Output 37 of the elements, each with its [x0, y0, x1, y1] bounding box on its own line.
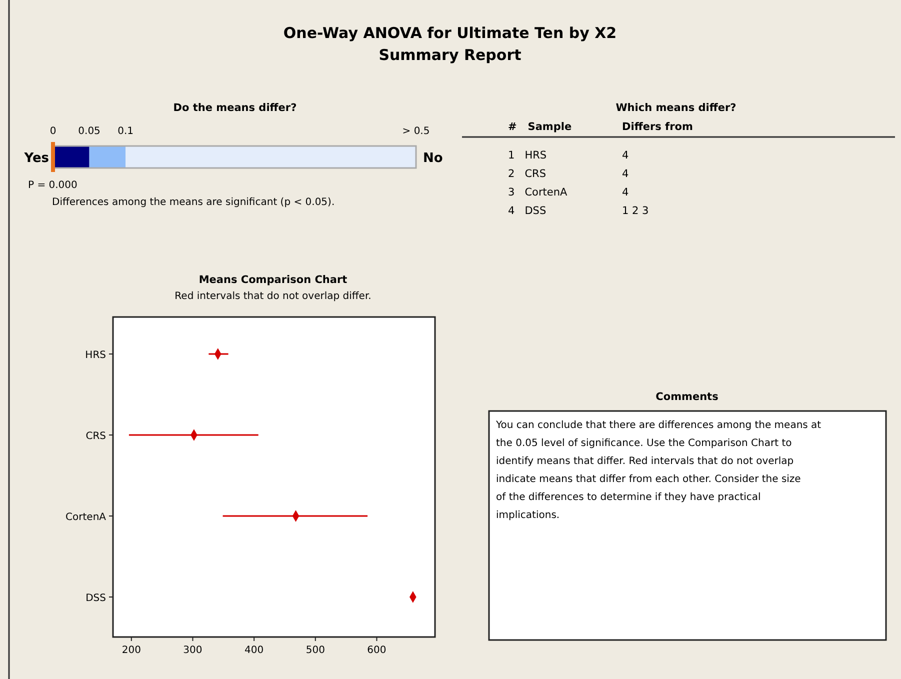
ref-line-label: P = 0.000	[28, 180, 78, 191]
chart-subtitle: Red intervals that do not overlap differ.	[174, 291, 372, 302]
chart-title: Means Comparison Chart	[198, 274, 348, 286]
text: Differences among the means are significant (p < 0.05).	[52, 197, 335, 208]
text: 4	[622, 150, 629, 162]
text: Yes	[23, 151, 50, 166]
y-tick-label: HRS	[85, 350, 106, 361]
y-tick-label: CortenA	[66, 512, 106, 523]
text: # Sample	[508, 121, 572, 133]
y-tick-label: DSS	[86, 593, 106, 604]
text: You can conclude that there are differences among the means at the 0.05 level of significance. Use the Comparison Chart to identify means that differ. Red intervals that do not overlap indicate means that differ from each other. Consider the size of the differences to determine if they have practical implications.	[495, 420, 822, 521]
x-tick-label: > 0.5	[402, 126, 430, 137]
x-tick-label: 500	[306, 645, 325, 656]
text: 3 CortenA	[508, 186, 568, 198]
x-tick-label: 600	[367, 645, 386, 656]
chart-title: Do the means differ?	[173, 102, 297, 114]
text: 4 DSS	[508, 205, 546, 217]
y-tick-label: CRS	[86, 431, 106, 442]
text: 4	[622, 168, 629, 180]
bar	[89, 146, 126, 168]
text: One-Way ANOVA for Ultimate Ten by X2	[283, 24, 617, 42]
text: 1 HRS	[508, 150, 547, 162]
text: 2 CRS	[508, 168, 546, 180]
text: 4	[622, 186, 629, 198]
text: Which means differ?	[616, 102, 736, 114]
x-tick-label: 0	[50, 126, 56, 137]
x-tick-label: 300	[183, 645, 202, 656]
text: Summary Report	[378, 46, 522, 64]
x-tick-label: 200	[122, 645, 141, 656]
text: 1 2 3	[622, 205, 649, 217]
x-tick-label: 0.05	[78, 126, 100, 137]
x-tick-label: 400	[244, 645, 264, 656]
x-tick-label: 0.1	[118, 126, 134, 137]
bar	[126, 146, 416, 168]
text: No	[423, 151, 443, 166]
text: Comments	[656, 391, 718, 403]
text: Differs from	[622, 121, 693, 133]
